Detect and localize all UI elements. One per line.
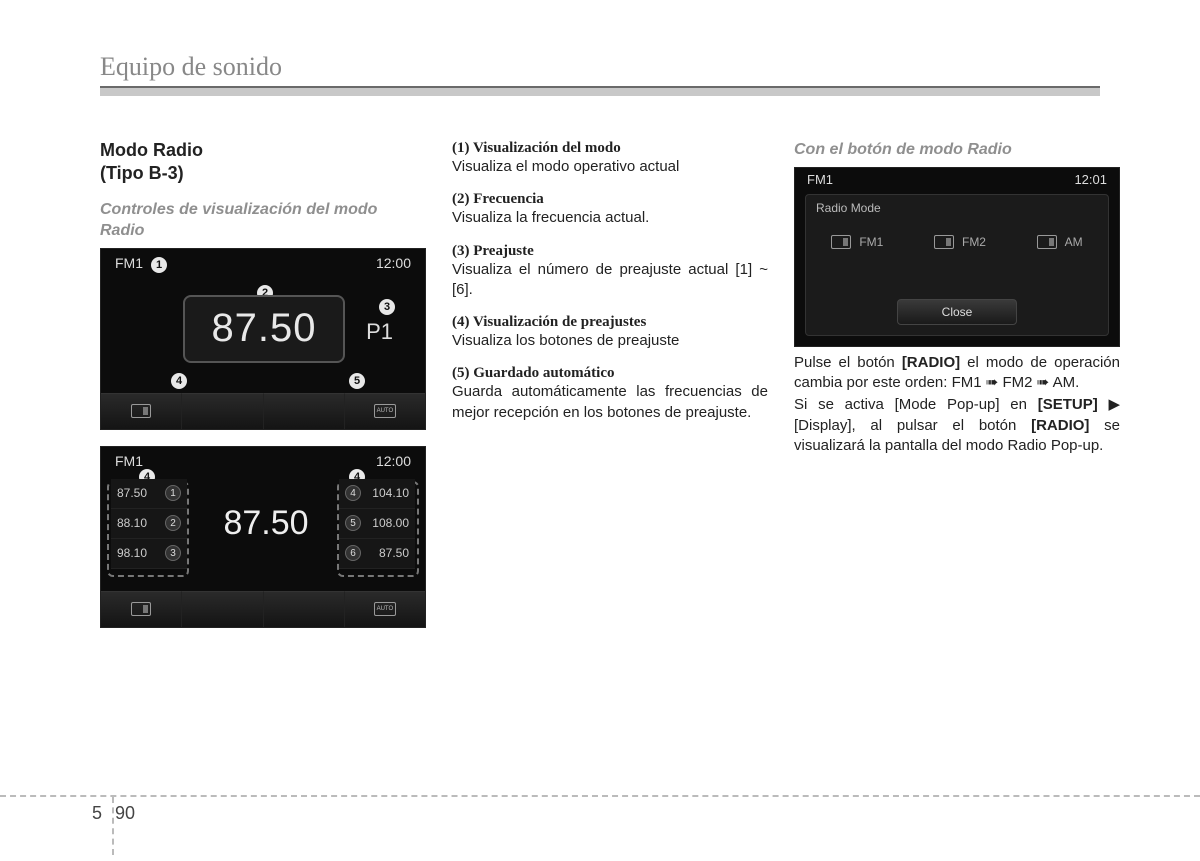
mode-label: FM2 [962, 235, 986, 249]
mode-option-fm1[interactable]: FM1 [831, 235, 883, 249]
def-body-3: Visualiza el número de preajuste actual … [452, 260, 768, 301]
col3-subtitle: Con el botón de modo Radio [794, 140, 1120, 161]
section-subtitle: Controles de visualización del modo Radi… [100, 200, 426, 242]
callout-1: 1 [151, 257, 167, 273]
screen1-mode-button[interactable] [101, 393, 182, 429]
preset-num: 1 [165, 485, 181, 501]
def-body-4: Visualiza los botones de preajuste [452, 331, 768, 351]
p2-setup: [SETUP] [1038, 396, 1098, 413]
screen2-auto-button[interactable]: AUTO [345, 591, 425, 627]
col3-para2: Si se activa [Mode Pop-up] en [SETUP] ▶ … [794, 395, 1120, 456]
p1-btn: [RADIO] [902, 354, 960, 371]
preset-row[interactable]: 4 104.10 [339, 479, 415, 509]
callout-3: 3 [379, 299, 395, 315]
mode-label: AM [1065, 235, 1083, 249]
screen1-blank2 [264, 393, 345, 429]
screen2-mode-button[interactable] [101, 591, 182, 627]
col3-para1: Pulse el botón [RADIO] el modo de operac… [794, 353, 1120, 394]
preset-num: 3 [165, 545, 181, 561]
screen2-band: FM1 [115, 453, 143, 469]
column-3: Con el botón de modo Radio FM1 12:01 Rad… [794, 140, 1120, 628]
column-2: (1) Visualización del modo Visualiza el … [452, 140, 768, 628]
preset-row[interactable]: 98.10 3 [111, 539, 187, 569]
screen1-clock: 12:00 [376, 255, 411, 271]
screen1-blank1 [182, 393, 263, 429]
preset-row[interactable]: 87.50 1 [111, 479, 187, 509]
header-title: Equipo de sonido [100, 52, 1100, 82]
p2-radio: [RADIO] [1031, 417, 1089, 434]
close-button[interactable]: Close [897, 299, 1017, 325]
screen1-band: FM1 [115, 255, 143, 271]
screen2-frequency: 87.50 [201, 497, 331, 551]
mode-popup-title: Radio Mode [806, 195, 1108, 221]
p1-pre: Pulse el botón [794, 354, 902, 371]
preset-freq: 104.10 [372, 486, 409, 500]
mode-label: FM1 [859, 235, 883, 249]
def-head-1: (1) Visualización del modo [452, 140, 768, 157]
section-heading-line1: Modo Radio [100, 140, 426, 161]
mode-option-am[interactable]: AM [1037, 235, 1083, 249]
def-body-5: Guarda automáticamente las frecuencias d… [452, 382, 768, 423]
preset-row[interactable]: 88.10 2 [111, 509, 187, 539]
callout-4: 4 [171, 373, 187, 389]
section-heading-line2: (Tipo B-3) [100, 163, 426, 184]
screen1-status-bar: FM1 12:00 [101, 249, 425, 275]
screen2-bottom-bar: AUTO [101, 591, 425, 627]
radio-icon [131, 602, 151, 616]
screen1-preset: P1 [366, 319, 393, 345]
screen1-auto-button[interactable]: AUTO [345, 393, 425, 429]
page-num: 90 [115, 803, 135, 823]
def-head-4: (4) Visualización de preajustes [452, 314, 768, 331]
auto-icon: AUTO [374, 602, 396, 616]
screen1-frequency: 87.50 [183, 295, 345, 363]
chapter-num: 5 [92, 803, 102, 823]
mode-options: FM1 FM2 AM [806, 235, 1108, 249]
column-1: Modo Radio (Tipo B-3) Controles de visua… [100, 140, 426, 628]
screen1-bottom-bar: AUTO [101, 393, 425, 429]
header-rule: Equipo de sonido [100, 52, 1100, 88]
page-header: Equipo de sonido [100, 52, 1100, 96]
mode-option-fm2[interactable]: FM2 [934, 235, 986, 249]
page-footer: 5 90 [0, 795, 1200, 835]
screen3-band: FM1 [807, 172, 833, 187]
radio-icon [131, 404, 151, 418]
close-label: Close [942, 305, 973, 319]
screen2-clock: 12:00 [376, 453, 411, 469]
preset-num: 5 [345, 515, 361, 531]
def-head-5: (5) Guardado automático [452, 365, 768, 382]
preset-row[interactable]: 687.50 [339, 539, 415, 569]
screen2-blank2 [264, 591, 345, 627]
screen3-status-bar: FM1 12:01 [795, 168, 1119, 191]
def-head-3: (3) Preajuste [452, 243, 768, 260]
content-columns: Modo Radio (Tipo B-3) Controles de visua… [100, 140, 1120, 628]
callout-5: 5 [349, 373, 365, 389]
preset-freq: 88.10 [117, 516, 147, 530]
preset-num: 6 [345, 545, 361, 561]
screen2-presets-left: 87.50 1 88.10 2 98.10 3 [111, 479, 187, 569]
radio-screen-2: FM1 12:00 4 4 87.501 88.102 98.103 4104.… [100, 446, 426, 628]
page-number: 5 90 [92, 803, 135, 824]
def-head-2: (2) Frecuencia [452, 191, 768, 208]
preset-freq: 87.50 [117, 486, 147, 500]
screen3-clock: 12:01 [1074, 172, 1107, 187]
radio-icon [831, 235, 851, 249]
preset-num: 4 [345, 485, 361, 501]
preset-num: 2 [165, 515, 181, 531]
preset-freq: 87.50 [379, 546, 409, 560]
def-body-2: Visualiza la frecuencia actual. [452, 208, 768, 228]
radio-mode-popup-screen: FM1 12:01 Radio Mode FM1 FM2 AM Close [794, 167, 1120, 347]
auto-icon: AUTO [374, 404, 396, 418]
radio-icon [1037, 235, 1057, 249]
radio-icon [934, 235, 954, 249]
preset-freq: 98.10 [117, 546, 147, 560]
screen2-presets-right: 4104.10 5108.00 687.50 [339, 479, 415, 569]
p2-a: Si se activa [Mode Pop-up] en [794, 396, 1038, 413]
preset-freq: 108.00 [372, 516, 409, 530]
page-sep [106, 803, 111, 823]
radio-screen-1: FM1 12:00 1 2 87.50 3 P1 4 5 AUTO [100, 248, 426, 430]
preset-row[interactable]: 5 108.00 [339, 509, 415, 539]
def-body-1: Visualiza el modo operativo actual [452, 157, 768, 177]
mode-popup-panel: Radio Mode FM1 FM2 AM Close [805, 194, 1109, 336]
screen2-blank1 [182, 591, 263, 627]
